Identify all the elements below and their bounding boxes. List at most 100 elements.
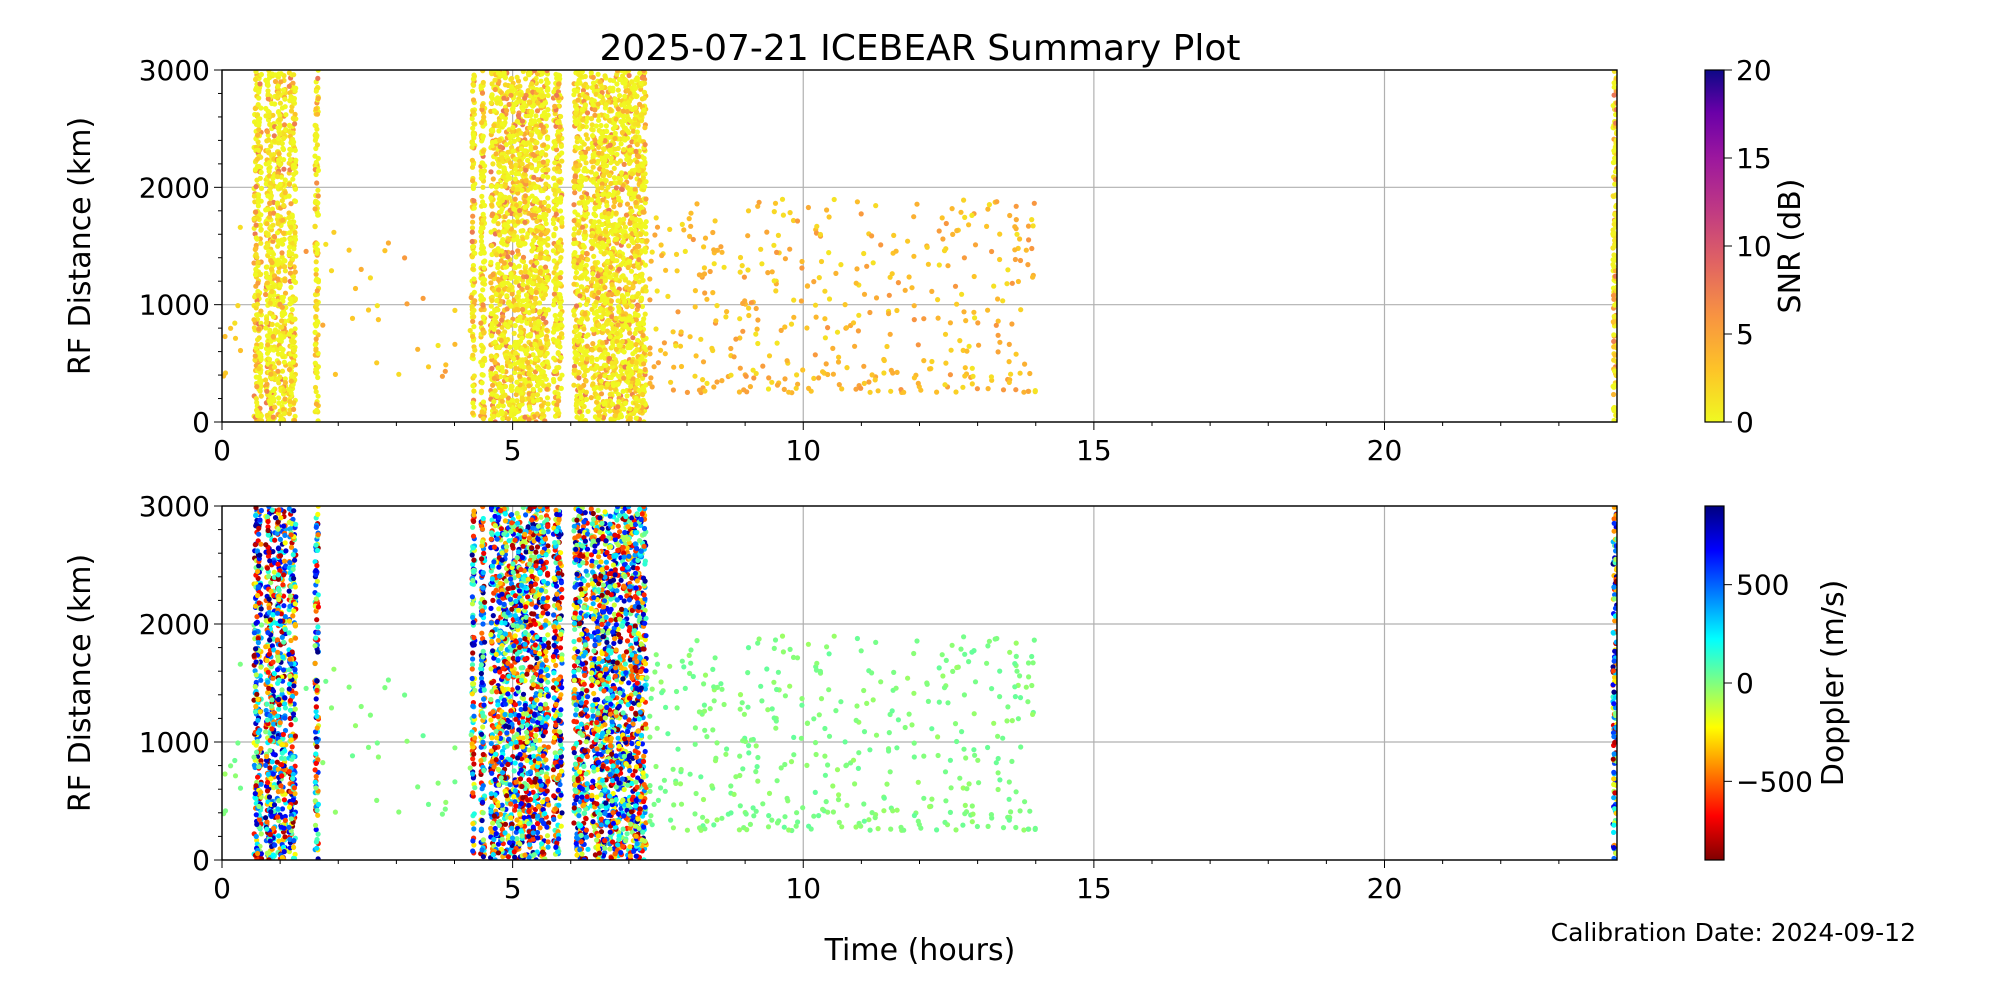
data-point xyxy=(479,106,485,113)
data-point xyxy=(498,298,504,304)
data-point xyxy=(517,338,524,344)
data-point xyxy=(482,202,488,209)
data-point xyxy=(502,264,508,270)
data-point xyxy=(540,315,546,321)
data-point xyxy=(597,374,603,380)
data-point xyxy=(287,270,293,276)
data-point xyxy=(545,107,551,113)
data-point xyxy=(491,122,497,129)
data-point xyxy=(314,301,320,308)
data-point xyxy=(257,81,263,87)
data-point xyxy=(312,360,318,366)
data-point xyxy=(520,70,526,74)
data-point xyxy=(573,269,580,276)
data-point xyxy=(582,310,588,316)
data-point xyxy=(595,395,602,401)
data-point xyxy=(552,312,558,319)
data-point xyxy=(522,199,528,205)
data-point xyxy=(590,74,596,80)
data-point xyxy=(257,271,263,278)
data-point xyxy=(505,173,511,179)
data-point xyxy=(278,79,284,85)
data-point xyxy=(505,254,511,260)
data-point xyxy=(578,274,584,280)
data-point xyxy=(598,384,605,390)
data-point xyxy=(500,237,506,243)
data-point xyxy=(270,175,276,181)
data-point xyxy=(515,317,521,323)
data-point xyxy=(615,111,621,117)
data-point xyxy=(253,222,259,228)
data-point xyxy=(471,132,477,138)
data-point xyxy=(541,206,547,212)
data-point xyxy=(571,363,578,370)
data-point xyxy=(499,121,505,127)
data-point xyxy=(270,222,276,228)
data-point xyxy=(530,386,536,392)
data-point xyxy=(290,115,296,121)
data-point xyxy=(523,274,530,280)
data-point xyxy=(509,84,515,90)
data-point xyxy=(512,416,518,422)
data-point xyxy=(541,142,547,148)
data-point xyxy=(522,193,529,199)
data-point xyxy=(590,327,597,333)
data-point xyxy=(525,359,531,365)
data-point xyxy=(613,346,619,352)
data-point xyxy=(315,167,321,173)
data-point xyxy=(615,175,622,181)
data-point xyxy=(590,381,596,387)
data-point xyxy=(286,152,292,158)
data-point xyxy=(253,70,259,75)
data-point xyxy=(313,389,319,395)
data-point xyxy=(1611,159,1617,165)
data-point xyxy=(271,210,277,216)
data-point xyxy=(488,303,494,309)
data-point xyxy=(582,205,589,211)
data-point xyxy=(623,174,629,180)
data-point xyxy=(266,356,273,362)
data-point xyxy=(582,235,588,242)
data-point xyxy=(512,350,519,356)
data-point xyxy=(583,270,589,276)
data-point xyxy=(496,169,502,175)
data-point xyxy=(471,388,477,394)
data-point xyxy=(291,246,297,252)
data-point xyxy=(545,174,551,180)
data-point xyxy=(286,366,293,373)
data-point xyxy=(600,414,607,421)
data-point xyxy=(605,292,612,298)
data-point xyxy=(614,223,620,229)
data-point xyxy=(579,194,585,200)
data-point xyxy=(539,282,545,288)
data-point xyxy=(590,133,596,139)
data-point xyxy=(268,152,274,158)
data-point xyxy=(312,342,318,348)
data-point xyxy=(637,368,643,374)
data-point xyxy=(282,258,288,264)
data-point xyxy=(626,286,632,292)
data-point xyxy=(601,251,607,257)
data-point xyxy=(497,144,503,150)
data-point xyxy=(553,123,559,129)
data-point xyxy=(636,265,642,271)
data-point xyxy=(276,71,282,77)
data-point xyxy=(290,338,296,344)
data-point xyxy=(470,352,476,358)
data-point xyxy=(530,85,536,91)
data-point xyxy=(516,275,522,281)
data-point xyxy=(635,291,641,297)
data-point xyxy=(624,393,630,399)
data-point xyxy=(574,135,580,141)
data-point xyxy=(571,308,577,314)
data-point xyxy=(519,318,525,324)
data-point xyxy=(498,408,504,414)
data-point xyxy=(558,270,564,276)
data-point xyxy=(516,289,522,296)
data-point xyxy=(490,271,496,278)
data-point xyxy=(532,185,538,191)
data-point xyxy=(494,100,500,106)
data-point xyxy=(940,236,946,242)
data-point xyxy=(286,230,293,236)
data-point xyxy=(286,249,292,255)
